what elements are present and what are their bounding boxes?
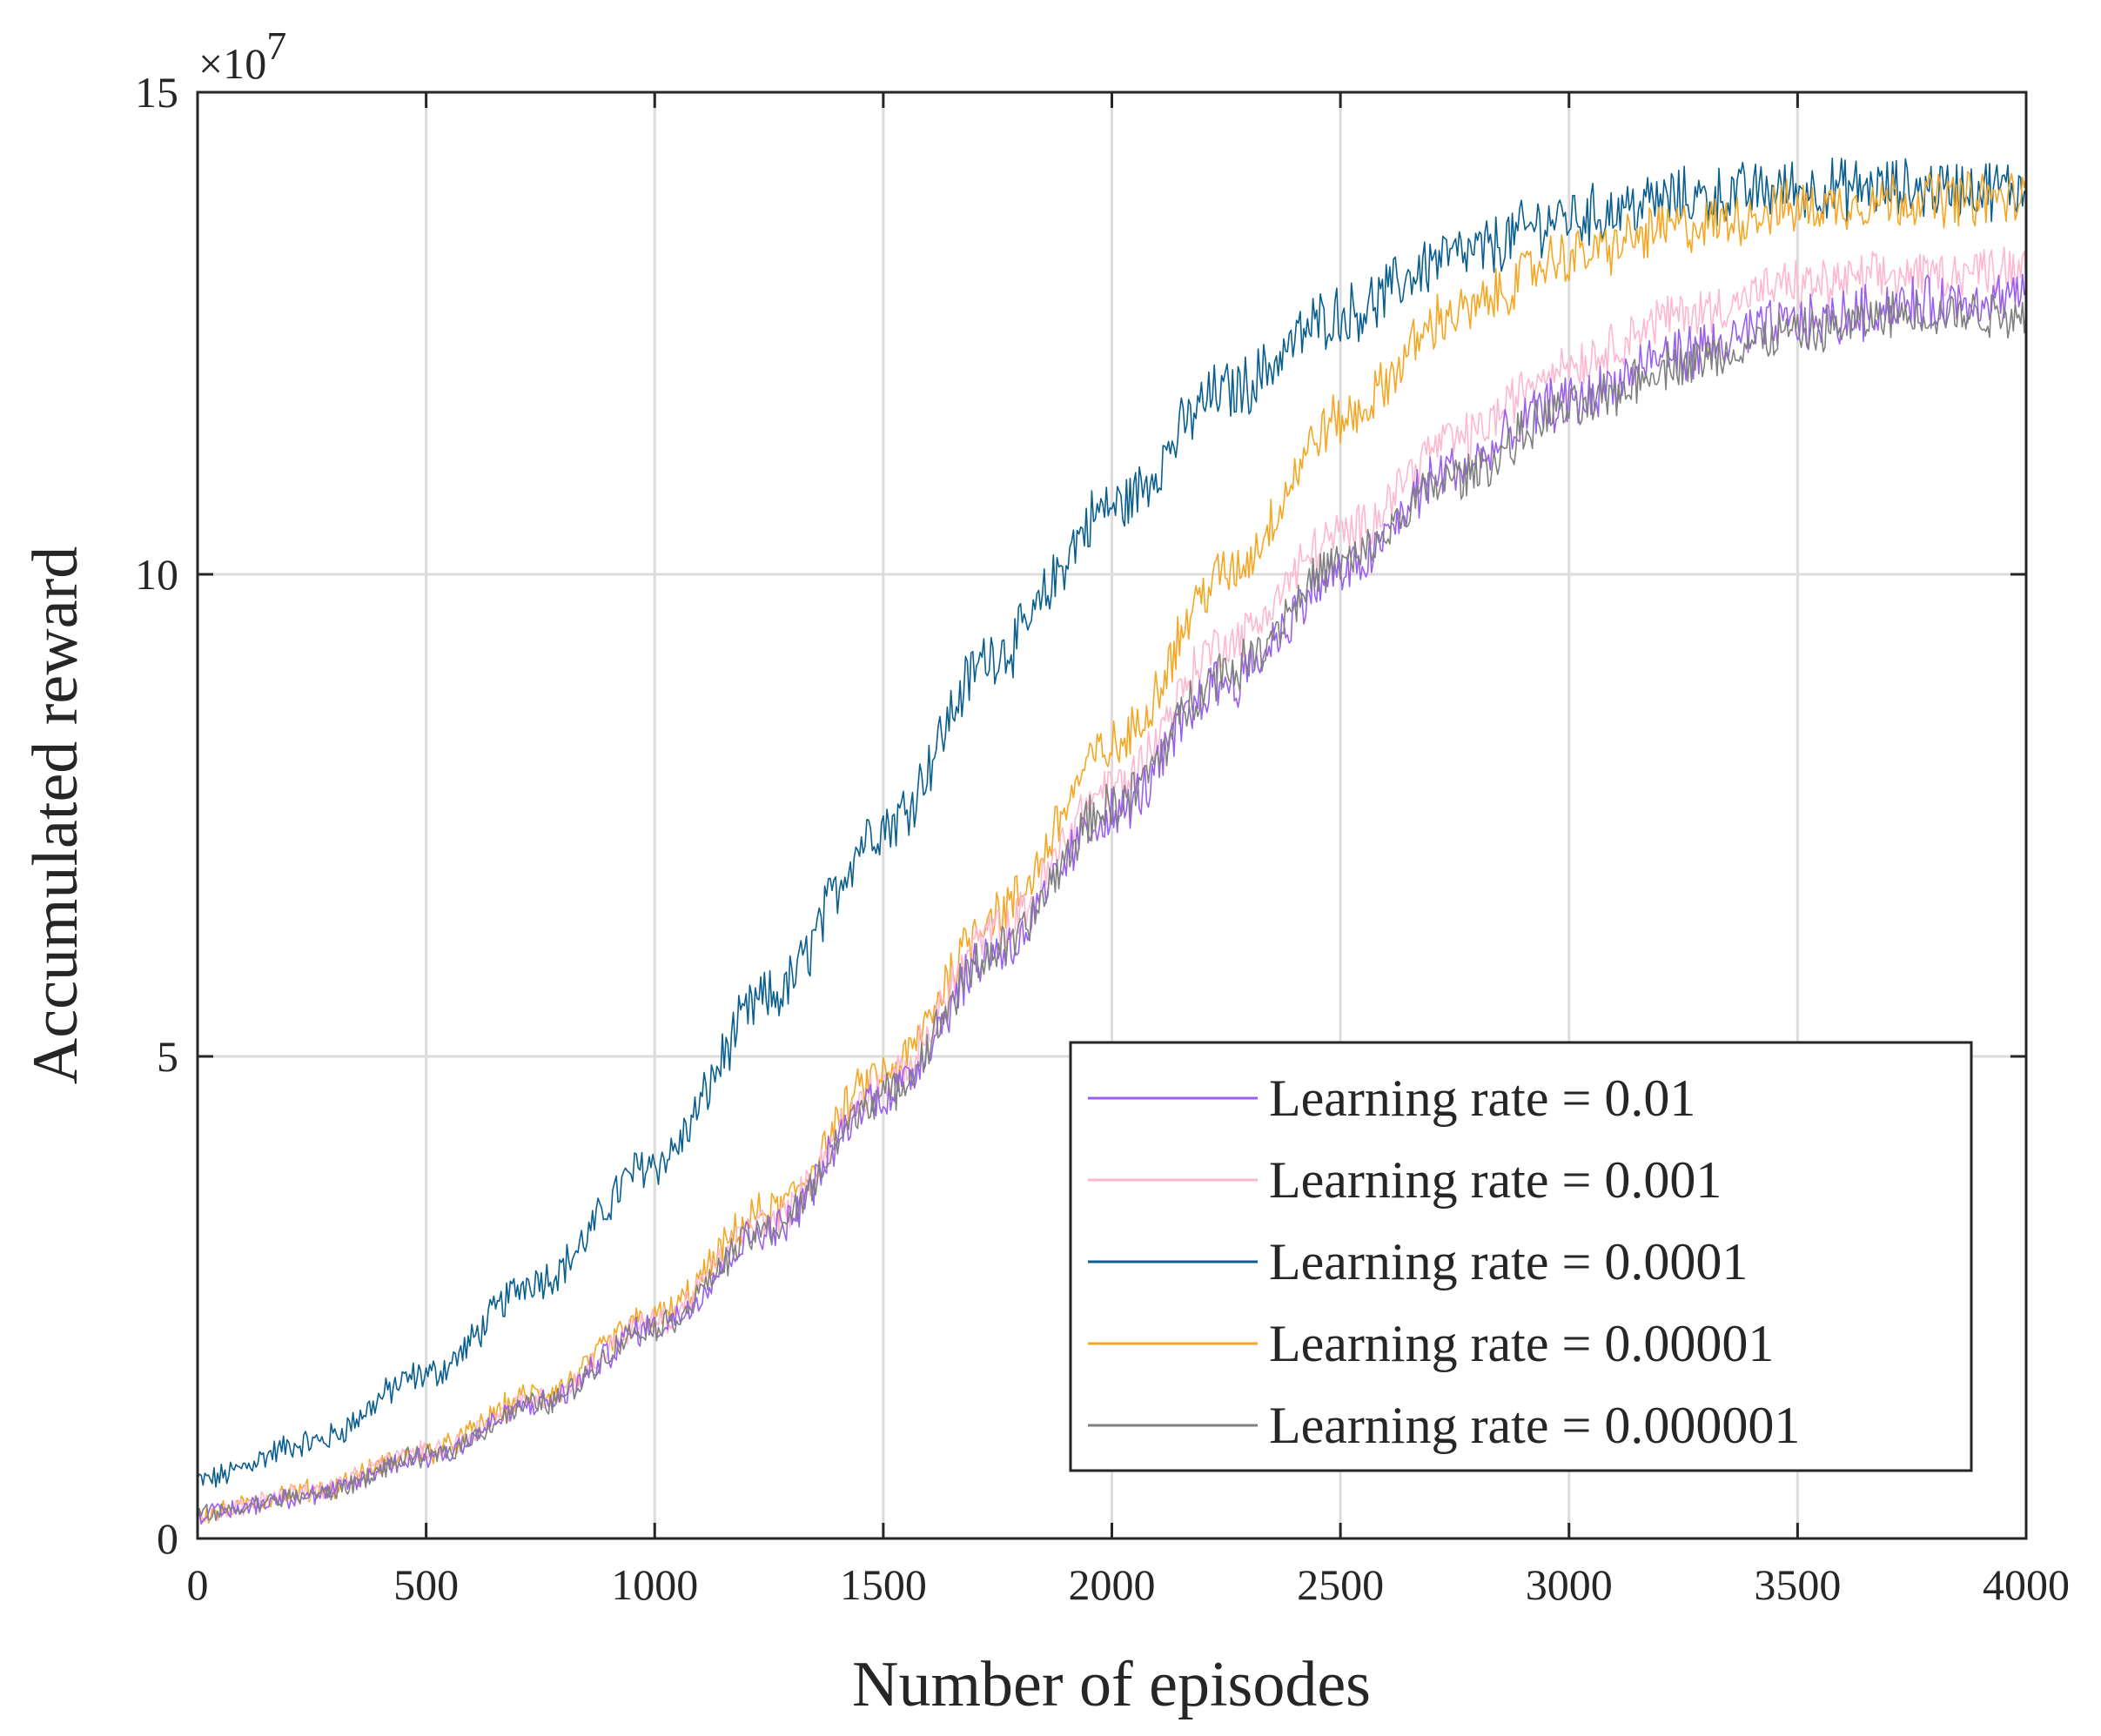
series-line: [197, 246, 2027, 1523]
x-tick-label: 3500: [1754, 1560, 1841, 1609]
x-tick-label: 0: [187, 1560, 209, 1609]
y-multiplier-label: ×107: [198, 23, 286, 88]
y-tick-label: 5: [157, 1032, 178, 1081]
legend-label: Learning rate = 0.0001: [1269, 1233, 1748, 1290]
x-tick-label: 1500: [840, 1560, 927, 1609]
y-axis-label: Accumulated reward: [20, 546, 91, 1084]
ticks: 0 500 1000 1500 2000 2500 3000 3500 4000 0 5 10 15: [135, 68, 2070, 1609]
y-tick-label: 15: [135, 68, 178, 117]
legend-entries: Learning rate = 0.01 Learning rate = 0.00…: [1088, 1069, 1800, 1454]
legend-box: [1069, 1041, 1973, 1472]
y-multiplier-exponent: 7: [266, 23, 286, 68]
x-tick-label: 500: [393, 1560, 459, 1609]
x-axis-label: Number of episodes: [852, 1649, 1371, 1720]
x-tick-label: 2500: [1297, 1560, 1384, 1609]
y-tick-label: 0: [157, 1514, 178, 1563]
series-layer: [197, 158, 2027, 1525]
x-tick-label: 2000: [1069, 1560, 1156, 1609]
legend-label: Learning rate = 0.001: [1269, 1151, 1722, 1209]
series-line: [197, 291, 2027, 1521]
x-tick-label: 3000: [1526, 1560, 1613, 1609]
x-tick-label: 4000: [1983, 1560, 2070, 1609]
y-tick-label: 10: [135, 550, 178, 599]
legend-label: Learning rate = 0.00001: [1269, 1315, 1774, 1372]
x-tick-label: 1000: [611, 1560, 698, 1609]
series-line: [197, 158, 2027, 1488]
legend: Learning rate = 0.01 Learning rate = 0.00…: [1069, 1041, 1973, 1472]
y-multiplier-base: ×10: [198, 39, 266, 88]
legend-label: Learning rate = 0.000001: [1269, 1397, 1800, 1454]
legend-label: Learning rate = 0.01: [1269, 1069, 1695, 1127]
